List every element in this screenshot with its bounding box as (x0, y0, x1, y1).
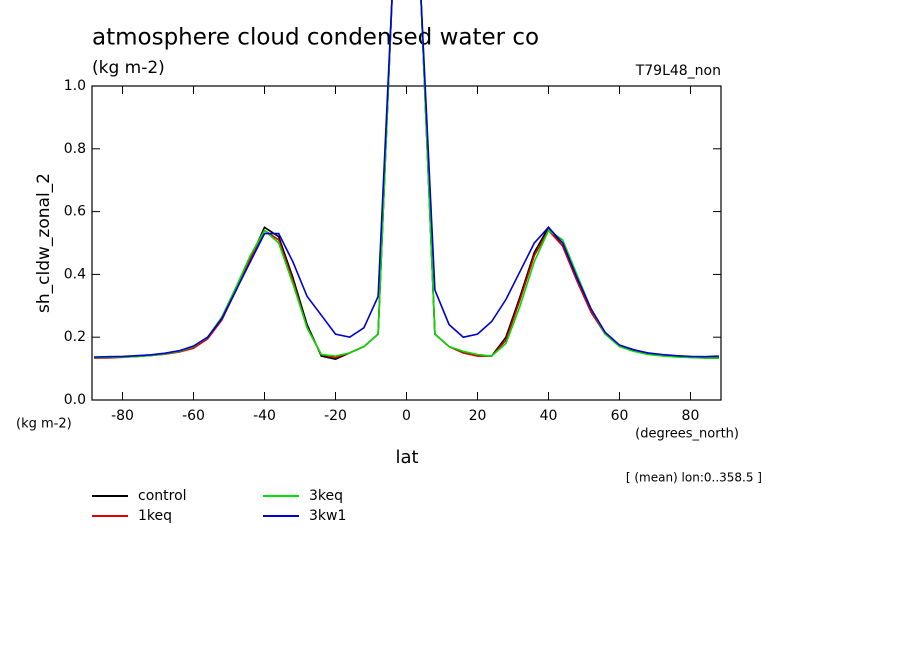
x-units: (degrees_north) (635, 427, 739, 442)
series-line (94, 0, 719, 359)
y-tick-label: 0.0 (64, 392, 86, 408)
x-tick-label: 60 (611, 408, 629, 424)
x-tick-label: 20 (469, 408, 487, 424)
y-axis-label: sh_cldw_zonal_2 (34, 173, 54, 313)
chart-subtitle: (kg m-2) (92, 58, 165, 78)
y-tick-label: 0.4 (64, 266, 86, 282)
x-tick-label: 80 (682, 408, 700, 424)
run-label: T79L48_non (635, 63, 721, 79)
x-axis-label: lat (395, 447, 418, 468)
annotation: [ (mean) lon:0..358.5 ] (626, 471, 762, 485)
lines (94, 0, 719, 361)
y-units: (kg m-2) (16, 417, 72, 432)
series-line (94, 0, 719, 359)
chart-title: atmosphere cloud condensed water co (92, 25, 539, 51)
y-tick-label: 0.8 (64, 141, 86, 157)
legend-label: control (138, 488, 187, 504)
legend-label: 3kw1 (309, 508, 346, 524)
x-tick-label: 40 (540, 408, 558, 424)
y-tick-label: 0.6 (64, 204, 86, 220)
x-tick-label: -20 (324, 408, 347, 424)
x-tick-label: -80 (111, 408, 134, 424)
legend-label: 3keq (309, 488, 343, 504)
x-tick-label: 0 (402, 408, 411, 424)
x-tick-label: -60 (182, 408, 205, 424)
y-tick-label: 1.0 (64, 78, 86, 94)
x-tick-label: -40 (253, 408, 276, 424)
plot-frame (91, 85, 722, 401)
series-line (94, 0, 719, 358)
series-line (94, 0, 719, 361)
legend-label: 1keq (138, 508, 172, 524)
y-tick-label: 0.2 (64, 329, 86, 345)
